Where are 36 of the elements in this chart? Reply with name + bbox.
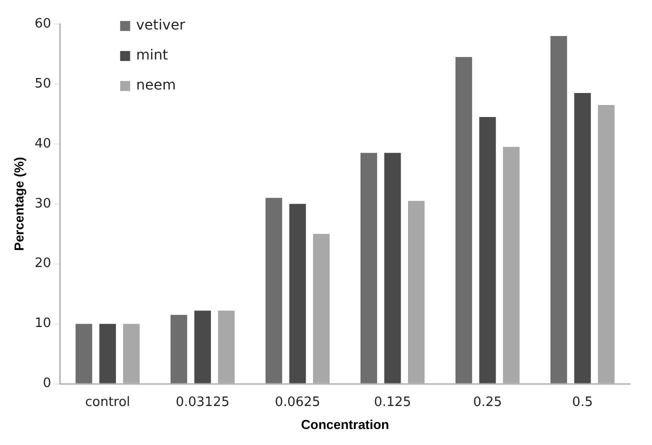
y-tick-label: 20	[34, 256, 52, 272]
y-tick-label: 0	[42, 376, 52, 392]
y-tick-label: 10	[34, 316, 52, 332]
bar	[384, 152, 401, 384]
legend-label: vetiver	[136, 18, 186, 34]
bar	[218, 310, 235, 384]
legend-label: neem	[136, 78, 176, 94]
bar	[266, 198, 282, 384]
bar	[455, 56, 472, 384]
bar	[194, 310, 211, 384]
bar	[313, 234, 330, 384]
x-tick-label: 0.25	[473, 394, 502, 410]
x-tick-label: 0.03125	[176, 394, 230, 410]
bar	[289, 204, 306, 384]
bar	[99, 324, 116, 384]
bar	[598, 104, 615, 384]
bar	[550, 36, 568, 384]
bar	[408, 200, 425, 384]
legend-label: mint	[136, 48, 169, 64]
bar	[502, 146, 520, 384]
bar	[574, 92, 591, 384]
y-axis-title: Percentage (%)	[11, 156, 26, 251]
bar	[479, 116, 496, 384]
x-tick-label: 0.125	[374, 394, 412, 410]
y-tick-label: 40	[34, 136, 52, 152]
x-tick-label: control	[85, 394, 130, 410]
x-tick-label: 0.0625	[274, 394, 320, 410]
x-axis-title: Concentration	[301, 416, 390, 432]
y-tick-label: 30	[34, 196, 52, 212]
bar	[123, 324, 140, 384]
x-tick-label: 0.5	[572, 394, 593, 410]
bar	[170, 314, 188, 384]
y-tick-label: 60	[34, 16, 52, 32]
bar	[76, 324, 92, 384]
bar	[360, 152, 378, 384]
y-tick-label: 50	[34, 76, 52, 92]
